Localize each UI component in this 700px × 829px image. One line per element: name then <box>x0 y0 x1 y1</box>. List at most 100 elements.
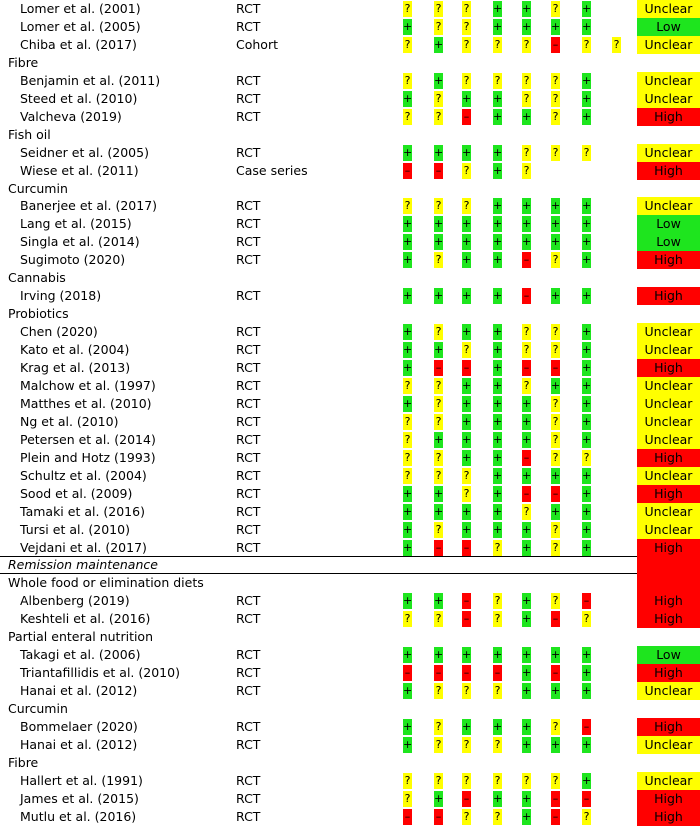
bias-cell-unclear: ? <box>462 485 471 502</box>
bias-cell-low: + <box>522 665 532 682</box>
study-name: Singla et al. (2014) <box>20 234 140 250</box>
bias-cell-low: + <box>582 324 592 341</box>
bias-cell-low: + <box>522 18 532 35</box>
bias-cell-unclear: ? <box>462 36 471 53</box>
bias-cell-low: + <box>551 198 561 215</box>
study-name: Chiba et al. (2017) <box>20 36 137 52</box>
overall-rating <box>637 126 700 144</box>
table-row: Banerjee et al. (2017) RCT??? + + + + Unclear <box>0 197 700 216</box>
study-name: Benjamin et al. (2011) <box>20 72 161 88</box>
bias-cell-unclear: ? <box>462 808 471 825</box>
bias-cell-low: + <box>462 216 472 233</box>
bias-cell-low: + <box>582 1 592 17</box>
bias-cell-low: + <box>434 593 444 610</box>
bias-cell-low: + <box>403 719 413 735</box>
bias-cell-high: – <box>551 790 560 807</box>
study-design: RCT <box>236 234 261 250</box>
study-design: RCT <box>236 449 261 465</box>
bias-cell-high: – <box>434 808 443 825</box>
study-design: RCT <box>236 288 261 304</box>
bias-cell-unclear: ? <box>582 611 591 628</box>
bias-cell-low: + <box>522 683 532 700</box>
study-name: Schultz et al. (2004) <box>20 467 147 483</box>
bias-cell-unclear: ? <box>434 683 443 700</box>
table-row: Bommelaer (2020) RCT +? + + +? – High <box>0 718 700 736</box>
table-row: Schultz et al. (2004) RCT??? + + + + Unclear <box>0 466 700 485</box>
study-design: RCT <box>236 1 261 16</box>
bias-cell-low: + <box>582 521 592 538</box>
bias-cell-unclear: ? <box>462 198 471 215</box>
study-name: Ng et al. (2010) <box>20 413 119 429</box>
overall-rating: Unclear <box>637 376 700 395</box>
study-design: RCT <box>236 18 261 34</box>
bias-cell-low: + <box>493 18 503 35</box>
bias-cell-unclear: ? <box>493 593 502 610</box>
bias-cell-low: + <box>522 647 532 664</box>
bias-cell-low: + <box>582 413 592 430</box>
bias-cell-low: + <box>434 431 444 448</box>
bias-cell-unclear: ? <box>403 36 412 53</box>
bias-cell-high: – <box>493 665 502 682</box>
bias-cell-unclear: ? <box>434 1 443 17</box>
bias-cell-low: + <box>551 647 561 664</box>
bias-cell-unclear: ? <box>551 324 560 341</box>
bias-cell-low: + <box>403 288 413 305</box>
bias-cell-unclear: ? <box>434 521 443 538</box>
bias-cell-low: + <box>551 683 561 700</box>
bias-cell-low: + <box>403 144 413 161</box>
bias-cell-unclear: ? <box>462 467 471 484</box>
bias-cell-unclear: ? <box>582 808 591 825</box>
bias-cell-unclear: ? <box>522 72 531 89</box>
group-label: Curcumin <box>8 180 68 196</box>
bias-cell-unclear: ? <box>582 36 591 53</box>
study-name: Chen (2020) <box>20 324 98 340</box>
overall-rating: High <box>637 807 700 826</box>
bias-cell-high: – <box>551 485 560 502</box>
study-name: Bommelaer (2020) <box>20 719 138 734</box>
group-row: Whole food or elimination diets <box>0 574 700 593</box>
bias-cell-unclear: ? <box>551 90 560 107</box>
table-row: Benjamin et al. (2011) RCT? +???? + Unclear <box>0 71 700 90</box>
group-row: Fish oil <box>0 126 700 144</box>
bias-cell-unclear: ? <box>551 72 560 89</box>
study-design: RCT <box>236 719 261 734</box>
bias-cell-low: + <box>582 539 592 556</box>
bias-cell-low: + <box>462 90 472 107</box>
bias-cell-high: – <box>551 36 560 53</box>
study-design: RCT <box>236 360 261 375</box>
study-design: RCT <box>236 413 261 429</box>
bias-cell-low: + <box>582 90 592 107</box>
bias-cell-unclear: ? <box>493 72 502 89</box>
bias-cell-low: + <box>493 252 503 269</box>
bias-cell-high: – <box>462 790 471 807</box>
group-row: Fibre <box>0 54 700 72</box>
study-design: RCT <box>236 377 261 393</box>
bias-cell-low: + <box>551 288 561 305</box>
bias-cell-unclear: ? <box>462 72 471 89</box>
bias-cell-low: + <box>551 18 561 35</box>
bias-cell-unclear: ? <box>551 772 560 789</box>
overall-rating: High <box>637 251 700 270</box>
bias-cell-unclear: ? <box>582 144 591 161</box>
bias-cell-low: + <box>462 719 472 735</box>
table-row: Chen (2020) RCT +? + +?? + Unclear <box>0 323 700 342</box>
bias-cell-low: + <box>462 288 472 305</box>
bias-cell-unclear: ? <box>551 593 560 610</box>
bias-cell-unclear: ? <box>551 342 560 359</box>
overall-rating: Low <box>637 646 700 665</box>
group-row: Fibre <box>0 754 700 772</box>
bias-cell-low: + <box>434 288 444 305</box>
bias-cell-low: + <box>522 611 532 628</box>
overall-rating <box>637 269 700 287</box>
bias-cell-low: + <box>522 108 532 125</box>
bias-cell-low: + <box>522 216 532 233</box>
bias-cell-unclear: ? <box>403 413 412 430</box>
bias-cell-unclear: ? <box>522 377 531 394</box>
study-design: RCT <box>236 503 261 519</box>
bias-cell-low: + <box>582 342 592 359</box>
bias-cell-low: + <box>462 521 472 538</box>
overall-rating <box>637 754 700 772</box>
bias-cell-low: + <box>403 360 413 376</box>
bias-cell-low: + <box>403 90 413 107</box>
